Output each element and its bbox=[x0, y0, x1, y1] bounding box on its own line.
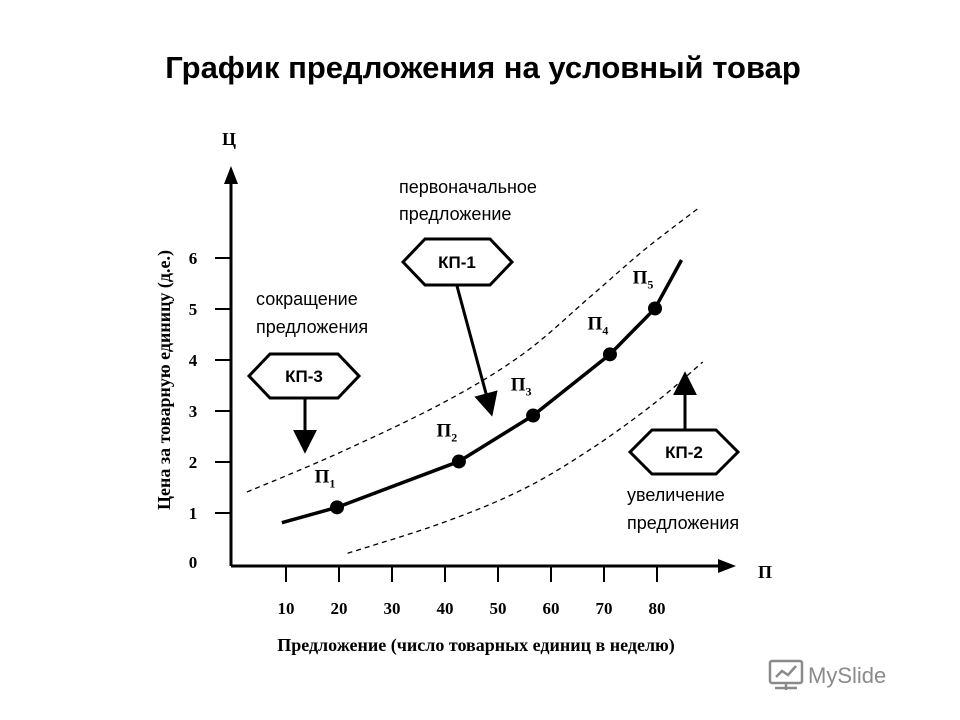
y-tick-label: 6 bbox=[189, 249, 198, 268]
badge-kp1-label: КП-1 bbox=[438, 253, 476, 272]
badge-kp1: КП-1 bbox=[400, 237, 515, 287]
annotation-initial-line1: первоначальное bbox=[399, 177, 537, 197]
supply-point bbox=[526, 408, 541, 423]
chart-title: График предложения на условный товар bbox=[165, 50, 801, 85]
annotation-decrease-line2: предложения bbox=[256, 317, 368, 337]
y-axis-arrow bbox=[224, 166, 238, 184]
annotation-decrease-line1: сокращение bbox=[256, 289, 358, 309]
x-axis-label: Предложение (число товарных единиц в нед… bbox=[277, 635, 675, 656]
supply-point-label: П5 bbox=[633, 267, 654, 291]
x-axis-letter: П bbox=[758, 562, 772, 582]
annotation-increase-line1: увеличение bbox=[627, 485, 725, 505]
y-tick-label: 2 bbox=[189, 453, 198, 472]
supply-points: П1 П2 П3 П4 П5 bbox=[315, 267, 662, 515]
presentation-icon bbox=[768, 659, 804, 690]
supply-point-subscript: 1 bbox=[329, 476, 335, 490]
x-tick-label: 70 bbox=[596, 599, 613, 618]
supply-point-subscript: 2 bbox=[451, 430, 457, 444]
supply-point bbox=[330, 500, 344, 515]
supply-point-label: П1 bbox=[315, 466, 336, 490]
badge-kp3: КП-3 bbox=[246, 352, 362, 400]
x-axis-arrow bbox=[718, 559, 736, 573]
arrow-kp1 bbox=[455, 285, 498, 417]
y-tick-label: 5 bbox=[189, 300, 198, 319]
supply-point-label: П4 bbox=[588, 313, 609, 337]
y-axis-letter: Ц bbox=[222, 129, 236, 149]
supply-point-subscript: 3 bbox=[525, 385, 531, 399]
supply-point bbox=[648, 301, 662, 316]
supply-point-label: П3 bbox=[511, 375, 532, 399]
x-tick-label: 80 bbox=[649, 599, 666, 618]
x-tick-label: 30 bbox=[384, 599, 401, 618]
y-tick-label: 3 bbox=[189, 402, 198, 421]
badge-kp2: КП-2 bbox=[627, 428, 741, 476]
decreased-supply-curve bbox=[246, 208, 698, 493]
y-tick-label: 4 bbox=[189, 351, 198, 370]
supply-point-subscript: 5 bbox=[647, 277, 653, 291]
watermark: MySlide bbox=[768, 659, 886, 690]
x-tick-label: 20 bbox=[331, 599, 348, 618]
x-tick-label: 10 bbox=[278, 599, 295, 618]
y-tick-label: 1 bbox=[189, 504, 198, 523]
supply-point bbox=[602, 347, 617, 362]
supply-point-subscript: 4 bbox=[602, 323, 608, 337]
badge-kp2-label: КП-2 bbox=[665, 443, 703, 462]
x-ticks: 10 20 30 40 50 60 70 80 bbox=[278, 566, 666, 618]
watermark-text: MySlide bbox=[808, 663, 886, 688]
x-tick-label: 40 bbox=[437, 599, 454, 618]
x-tick-label: 60 bbox=[543, 599, 560, 618]
shifted-curves bbox=[246, 208, 704, 554]
y-axis-label: Цена за товарную единицу (д.е.) bbox=[154, 250, 175, 510]
x-tick-label: 50 bbox=[490, 599, 507, 618]
badge-kp3-label: КП-3 bbox=[285, 367, 323, 386]
supply-point-label: П2 bbox=[437, 420, 458, 444]
y-tick-label: 0 bbox=[189, 553, 198, 572]
annotation-increase-line2: предложения bbox=[627, 513, 739, 533]
annotation-initial-line2: предложение bbox=[399, 204, 511, 224]
supply-point bbox=[451, 454, 466, 469]
y-ticks: 0 1 2 3 4 5 6 bbox=[189, 249, 231, 572]
increased-supply-curve bbox=[347, 361, 704, 554]
